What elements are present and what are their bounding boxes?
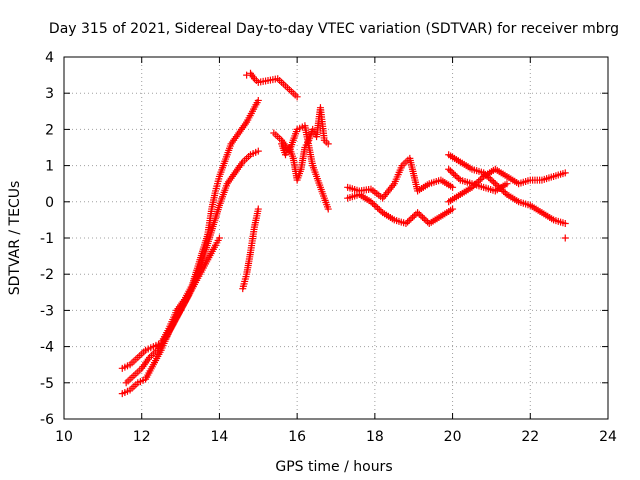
data-point <box>254 96 262 104</box>
data-point <box>415 210 423 218</box>
data-point <box>561 169 569 177</box>
data-point <box>503 180 511 188</box>
data-point <box>367 198 375 206</box>
data-point <box>561 220 569 228</box>
data-point <box>453 173 461 181</box>
data-point <box>478 174 486 182</box>
data-point <box>254 147 262 155</box>
data-point <box>419 213 427 221</box>
x-tick-label: 12 <box>133 429 151 445</box>
x-tick-label: 18 <box>366 429 384 445</box>
x-tick-label: 14 <box>211 429 229 445</box>
y-tick-label: 3 <box>45 86 54 102</box>
data-point <box>417 212 425 220</box>
data-point <box>374 204 382 212</box>
data-point <box>402 220 410 228</box>
x-axis-label: GPS time / hours <box>275 459 392 475</box>
data-point <box>407 215 415 223</box>
x-tick-label: 10 <box>55 429 73 445</box>
y-tick-label: -6 <box>40 412 54 428</box>
data-point <box>488 177 496 185</box>
data-point <box>420 215 428 223</box>
data-point <box>293 93 301 101</box>
data-point <box>254 205 262 213</box>
data-point <box>486 175 494 183</box>
data-point <box>445 165 453 173</box>
data-point <box>215 234 223 242</box>
data-point <box>375 206 383 214</box>
data-point <box>450 170 458 178</box>
data-point <box>449 205 457 213</box>
data-point <box>449 183 457 191</box>
y-tick-label: -2 <box>40 267 54 283</box>
data-point <box>501 189 509 197</box>
y-tick-label: 4 <box>45 50 54 66</box>
data-point <box>404 218 412 226</box>
y-tick-label: 2 <box>45 122 54 138</box>
data-point <box>422 216 430 224</box>
x-tick-label: 22 <box>521 429 539 445</box>
data-point <box>377 207 385 215</box>
data-point <box>405 216 413 224</box>
data-point <box>414 209 422 217</box>
data-point <box>324 205 332 213</box>
data-point <box>409 213 417 221</box>
data-point <box>324 140 332 148</box>
data-point <box>561 234 569 242</box>
points-layer <box>118 69 569 398</box>
data-point <box>369 199 377 207</box>
data-point <box>490 178 498 186</box>
chart-title: Day 315 of 2021, Sidereal Day-to-day VTE… <box>49 21 619 37</box>
data-point <box>446 167 454 175</box>
y-axis-label: SDTVAR / TECUs <box>7 181 23 296</box>
data-point <box>372 202 380 210</box>
y-tick-label: -3 <box>40 303 54 319</box>
data-point <box>410 212 418 220</box>
plot-frame <box>63 56 609 420</box>
x-tick-label: 20 <box>444 429 462 445</box>
data-point <box>455 175 463 183</box>
x-tick-label: 16 <box>288 429 306 445</box>
y-tick-label: 0 <box>45 195 54 211</box>
data-point <box>476 176 484 184</box>
y-tick-label: -4 <box>40 340 54 356</box>
data-point <box>451 171 459 179</box>
y-tick-label: 1 <box>45 159 54 175</box>
x-tick-label: 24 <box>599 429 617 445</box>
y-tick-label: -1 <box>40 231 54 247</box>
data-point <box>448 168 456 176</box>
y-tick-label: -5 <box>40 376 54 392</box>
data-point <box>491 180 499 188</box>
data-point <box>370 201 378 209</box>
